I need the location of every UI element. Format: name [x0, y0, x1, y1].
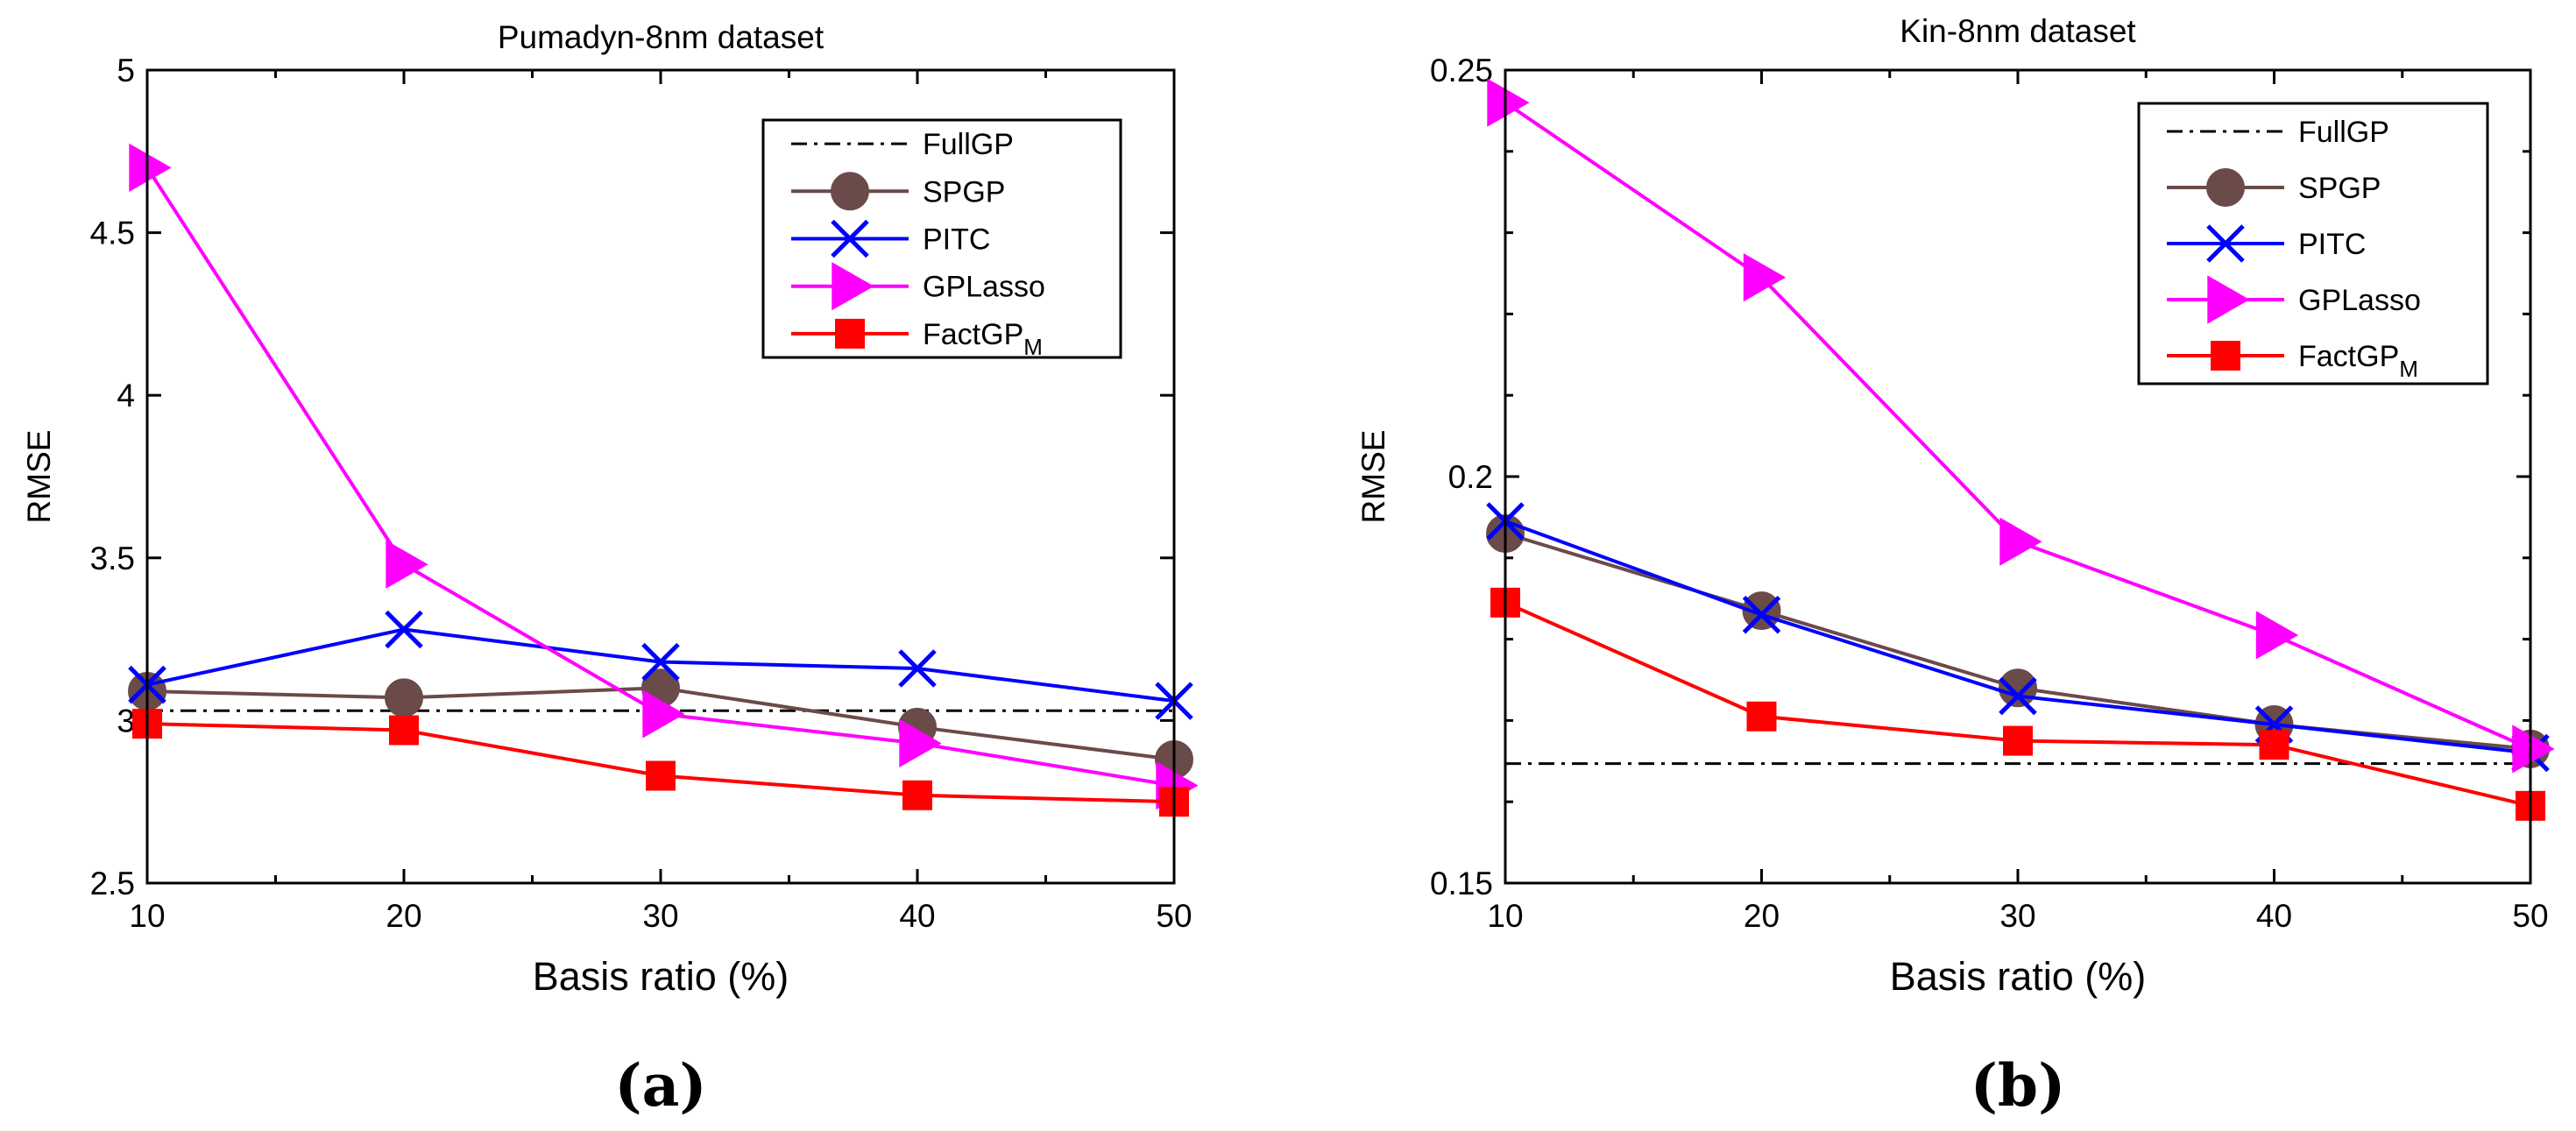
legend-entry: FullGP: [791, 128, 1014, 161]
y-axis-label: RMSE: [1355, 430, 1391, 524]
legend-entry: SPGP: [791, 172, 1005, 211]
legend-marker: [832, 262, 874, 311]
y-tick-label: 5: [117, 53, 135, 88]
chart-panel-b: Kin-8nm dataset Basis ratio (%) RMSE (b)…: [1355, 13, 2555, 1120]
legend-marker: [2206, 168, 2245, 207]
y-tick-label: 3.5: [90, 541, 135, 576]
legend-label: SPGP: [2298, 172, 2381, 205]
legend-label: FullGP: [923, 128, 1014, 161]
data-point: [1742, 591, 1781, 631]
data-point: [129, 143, 172, 192]
data-point: [385, 610, 423, 649]
chart-title: Kin-8nm dataset: [1900, 13, 2136, 49]
legend-entry: PITC: [2167, 224, 2366, 263]
data-point: [1999, 668, 2037, 708]
data-point: [1999, 517, 2042, 566]
legend-label: PITC: [2298, 228, 2366, 261]
data-point: [2003, 725, 2033, 756]
legend-entry: SPGP: [2167, 168, 2381, 207]
x-tick-label: 50: [2512, 898, 2548, 934]
y-tick-label: 2.5: [90, 866, 135, 901]
x-tick-label: 50: [1156, 898, 1192, 934]
legend-marker: [2207, 275, 2250, 324]
data-point: [641, 642, 680, 682]
legend-entry: PITC: [791, 219, 990, 258]
legend-marker: [831, 219, 869, 258]
chart-panel-a: Pumadyn-8nm dataset Basis ratio (%) RMSE…: [21, 19, 1199, 1120]
legend-label: GPLasso: [2298, 284, 2421, 317]
y-axis-ticks: 0.15 0.2 0.25: [1430, 53, 2530, 901]
legend-label-subscript: M: [2399, 356, 2418, 382]
data-point: [385, 678, 423, 717]
legend-label: GPLasso: [923, 271, 1045, 304]
data-point: [1487, 78, 1530, 127]
series-layer: [1486, 78, 2555, 821]
data-point: [1743, 253, 1787, 302]
series-gplasso: [129, 143, 1199, 810]
legend-marker: [2206, 224, 2245, 263]
data-point: [898, 649, 937, 688]
legend-marker: [2211, 341, 2240, 371]
data-point: [389, 715, 419, 746]
x-tick-label: 40: [2256, 898, 2292, 934]
legend-label: SPGP: [923, 175, 1005, 209]
x-axis-ticks: 10 20 30 40 50: [129, 70, 1192, 934]
plot-frame: [1504, 68, 2532, 885]
legend-entry: FullGP: [2167, 116, 2389, 149]
panel-label: (a): [614, 1051, 706, 1120]
data-point: [1999, 676, 2037, 716]
data-point: [2255, 611, 2299, 660]
data-point: [386, 540, 428, 589]
y-tick-label: 4: [117, 378, 135, 414]
series-gplasso: [1487, 78, 2555, 774]
x-tick-label: 20: [1744, 898, 1780, 934]
y-tick-label: 4.5: [90, 216, 135, 251]
y-tick-label: 0.2: [1448, 459, 1493, 495]
legend-label: PITC: [923, 223, 990, 257]
data-point: [1746, 701, 1777, 732]
x-tick-label: 20: [386, 898, 421, 934]
y-tick-label: 0.25: [1430, 53, 1493, 88]
data-point: [642, 689, 685, 739]
x-tick-label: 40: [899, 898, 935, 934]
y-tick-label: 0.15: [1430, 866, 1493, 901]
legend-label-subscript: M: [1023, 334, 1043, 360]
data-point: [902, 780, 932, 810]
y-axis-ticks: 2.5 3 3.5 4 4.5 5: [90, 53, 1174, 901]
x-tick-label: 30: [1999, 898, 2035, 934]
y-axis-label: RMSE: [21, 430, 57, 524]
legend-entry: GPLasso: [2167, 275, 2421, 324]
data-point: [1742, 595, 1781, 634]
x-axis-label: Basis ratio (%): [1890, 954, 2147, 999]
x-tick-label: 30: [642, 898, 678, 934]
data-point: [2259, 730, 2289, 760]
x-axis-label: Basis ratio (%): [533, 954, 789, 999]
series-layer: [128, 143, 1199, 817]
legend-marker: [835, 318, 865, 349]
legend-label: FullGP: [2298, 116, 2389, 149]
data-point: [2512, 725, 2555, 774]
x-axis-ticks: 10 20 30 40 50: [1487, 70, 2549, 934]
panel-label: (b): [1971, 1051, 2066, 1120]
x-tick-label: 10: [129, 898, 165, 934]
legend-entry: GPLasso: [791, 262, 1045, 311]
x-tick-label: 10: [1487, 898, 1523, 934]
plot-frame: [145, 68, 1176, 885]
data-point: [899, 718, 942, 767]
chart-title: Pumadyn-8nm dataset: [498, 19, 824, 55]
data-point: [646, 760, 676, 791]
legend-marker: [831, 172, 869, 211]
y-tick-label: 3: [117, 703, 135, 739]
